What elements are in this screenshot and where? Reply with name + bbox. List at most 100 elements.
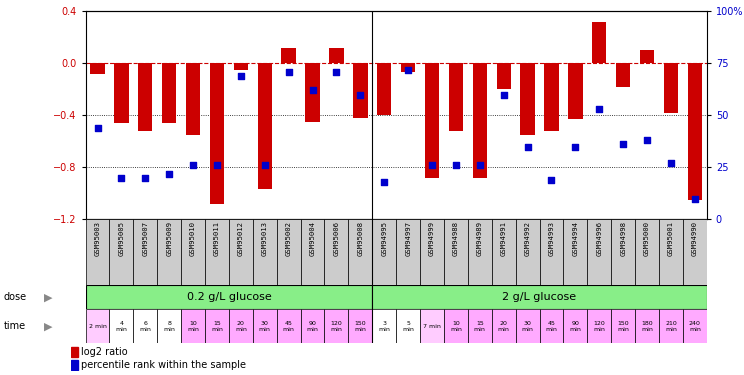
Bar — [257, 63, 272, 189]
Text: log2 ratio: log2 ratio — [81, 347, 128, 357]
Bar — [348, 309, 372, 343]
Text: ▶: ▶ — [44, 292, 52, 302]
Bar — [253, 219, 277, 285]
Text: 2 min: 2 min — [89, 324, 106, 329]
Bar — [109, 309, 133, 343]
Text: 8
min: 8 min — [163, 321, 175, 332]
Text: GSM94989: GSM94989 — [477, 221, 483, 256]
Bar — [539, 309, 563, 343]
Point — [115, 175, 127, 181]
Bar — [516, 309, 539, 343]
Point — [211, 162, 223, 168]
Bar — [516, 219, 539, 285]
Bar — [683, 219, 707, 285]
Text: GSM94996: GSM94996 — [596, 221, 603, 256]
Bar — [468, 309, 492, 343]
Bar — [205, 309, 229, 343]
Text: GSM94998: GSM94998 — [620, 221, 626, 256]
Bar — [587, 309, 612, 343]
Text: GSM94994: GSM94994 — [572, 221, 578, 256]
Text: GSM95012: GSM95012 — [238, 221, 244, 256]
Bar — [612, 219, 635, 285]
Bar — [305, 63, 320, 122]
Bar — [425, 63, 439, 178]
Point — [283, 69, 295, 75]
Text: GSM95005: GSM95005 — [118, 221, 124, 256]
Bar — [539, 219, 563, 285]
Bar — [563, 219, 587, 285]
Point — [307, 87, 318, 93]
Bar — [181, 309, 205, 343]
Bar — [86, 285, 372, 309]
Text: 30
min: 30 min — [259, 321, 271, 332]
Point — [569, 144, 581, 150]
Text: 2 g/L glucose: 2 g/L glucose — [502, 292, 577, 302]
Text: 7 min: 7 min — [423, 324, 441, 329]
Bar — [635, 219, 659, 285]
Text: GSM95009: GSM95009 — [166, 221, 172, 256]
Bar — [468, 219, 492, 285]
Text: GSM95006: GSM95006 — [333, 221, 339, 256]
Bar — [683, 309, 707, 343]
Bar — [71, 360, 78, 370]
Bar — [444, 219, 468, 285]
Bar — [587, 219, 612, 285]
Bar — [397, 309, 420, 343]
Text: time: time — [4, 321, 26, 331]
Point — [545, 177, 557, 183]
Point — [689, 196, 701, 202]
Text: GSM95003: GSM95003 — [94, 221, 100, 256]
Text: GSM94990: GSM94990 — [692, 221, 698, 256]
Text: GSM95013: GSM95013 — [262, 221, 268, 256]
Point — [665, 160, 677, 166]
Text: 120
min: 120 min — [594, 321, 605, 332]
Bar — [86, 309, 109, 343]
Point — [450, 162, 462, 168]
Bar — [162, 63, 176, 123]
Text: 15
min: 15 min — [211, 321, 223, 332]
Bar — [420, 309, 444, 343]
Bar — [545, 63, 559, 131]
Bar — [377, 63, 391, 116]
Text: GSM95004: GSM95004 — [310, 221, 315, 256]
Bar — [133, 309, 157, 343]
Point — [187, 162, 199, 168]
Point — [618, 141, 629, 147]
Point — [474, 162, 486, 168]
Text: dose: dose — [4, 292, 27, 302]
Point — [498, 92, 510, 98]
Bar — [612, 309, 635, 343]
Text: percentile rank within the sample: percentile rank within the sample — [81, 360, 246, 370]
Bar — [301, 309, 324, 343]
Text: GSM95010: GSM95010 — [190, 221, 196, 256]
Text: 10
min: 10 min — [450, 321, 462, 332]
Bar — [133, 219, 157, 285]
Bar — [229, 309, 253, 343]
Bar — [324, 309, 348, 343]
Point — [426, 162, 438, 168]
Text: 90
min: 90 min — [569, 321, 581, 332]
Text: GSM95011: GSM95011 — [214, 221, 220, 256]
Text: 210
min: 210 min — [665, 321, 677, 332]
Text: 5
min: 5 min — [403, 321, 414, 332]
Text: 90
min: 90 min — [307, 321, 318, 332]
Bar — [492, 309, 516, 343]
Bar — [229, 219, 253, 285]
Text: 45
min: 45 min — [545, 321, 557, 332]
Text: GSM94999: GSM94999 — [429, 221, 435, 256]
Bar — [664, 63, 678, 113]
Bar — [563, 309, 587, 343]
Point — [593, 106, 605, 112]
Bar — [86, 219, 109, 285]
Bar — [138, 63, 153, 131]
Bar — [420, 219, 444, 285]
Bar — [281, 48, 296, 63]
Bar — [186, 63, 200, 135]
Point — [378, 179, 390, 185]
Text: GSM94988: GSM94988 — [453, 221, 459, 256]
Bar — [372, 309, 397, 343]
Bar — [157, 219, 181, 285]
Text: GSM94993: GSM94993 — [548, 221, 554, 256]
Text: GSM94991: GSM94991 — [501, 221, 507, 256]
Bar — [372, 219, 397, 285]
